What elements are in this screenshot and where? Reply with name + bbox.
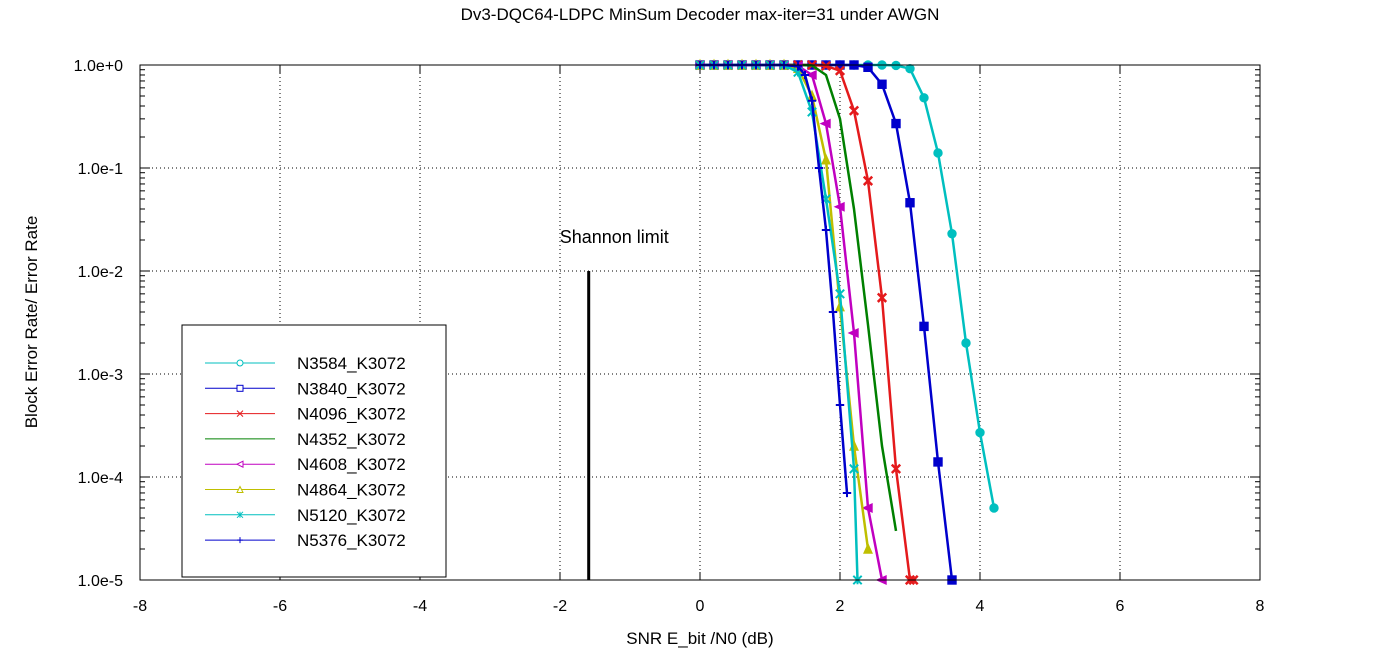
- y-tick-label: 1.0e-1: [78, 161, 123, 178]
- data-point: [863, 62, 873, 72]
- series-line: [700, 63, 996, 509]
- data-point: [861, 503, 873, 513]
- legend-label: N3584_K3072: [297, 354, 406, 373]
- x-tick-label: 4: [976, 598, 985, 615]
- data-point: [849, 463, 859, 474]
- data-point: [876, 292, 888, 303]
- legend-marker: [236, 359, 244, 367]
- x-tick-label: 6: [1116, 598, 1125, 615]
- data-point: [891, 118, 901, 129]
- legend-label: N4608_K3072: [297, 455, 406, 474]
- legend: N3584_K3072 N3840_K3072 N4096_K3072 N4352_K…: [181, 324, 447, 578]
- x-tick-label: -4: [413, 598, 427, 615]
- data-point: [833, 201, 845, 212]
- x-tick-label: 0: [696, 598, 705, 615]
- data-point: [835, 288, 845, 299]
- data-point: [933, 148, 943, 158]
- data-point: [800, 70, 810, 80]
- series-line: [700, 63, 898, 532]
- series-N3840_K3072: [695, 60, 957, 585]
- data-point: [975, 427, 985, 438]
- y-axis-ticks: 1.0e+0 1.0e-1 1.0e-2 1.0e-3 1.0e-4 1.0e-5: [74, 58, 1260, 590]
- data-point: [842, 488, 852, 498]
- legend-entry: N5376_K3072: [205, 531, 406, 550]
- data-point: [814, 163, 824, 173]
- x-tick-label: -2: [553, 598, 567, 615]
- data-point: [847, 328, 859, 338]
- y-tick-label: 1.0e+0: [74, 58, 123, 75]
- legend-label: N4864_K3072: [297, 481, 406, 500]
- x-tick-label: 2: [836, 598, 845, 615]
- x-axis-ticks: -8 -6 -4 -2 0 2 4 6 8: [133, 65, 1265, 615]
- x-tick-label: 8: [1256, 598, 1265, 615]
- legend-entry: N4352_K3072: [205, 430, 406, 449]
- data-point: [905, 198, 915, 208]
- data-point: [989, 503, 999, 513]
- data-point: [890, 463, 902, 474]
- data-point: [819, 118, 831, 129]
- shannon-limit-label: Shannon limit: [560, 227, 669, 247]
- legend-marker: [237, 537, 243, 544]
- legend-label: N3840_K3072: [297, 379, 406, 398]
- legend-entry: N4096_K3072: [205, 405, 406, 424]
- data-point: [805, 70, 817, 80]
- legend-entry: N4864_K3072: [205, 481, 406, 500]
- data-point: [961, 338, 971, 348]
- data-point: [821, 225, 831, 235]
- data-point: [828, 307, 838, 317]
- data-point: [919, 93, 929, 103]
- data-point: [863, 542, 873, 554]
- y-tick-label: 1.0e-3: [78, 367, 123, 384]
- series-N4608_K3072: [693, 60, 887, 585]
- series-N4352_K3072: [700, 63, 898, 532]
- x-tick-label: -8: [133, 598, 147, 615]
- data-point: [807, 96, 817, 105]
- data-point: [862, 175, 874, 186]
- shannon-limit-annotation: Shannon limit: [560, 227, 669, 580]
- data-point: [933, 457, 943, 467]
- legend-entry: N3584_K3072: [205, 354, 406, 373]
- y-axis-label: Block Error Rate/ Error Rate: [22, 216, 41, 429]
- y-tick-label: 1.0e-2: [78, 264, 123, 281]
- series-line: [700, 63, 914, 582]
- legend-label: N5376_K3072: [297, 531, 406, 550]
- data-point: [793, 62, 803, 71]
- legend-entry: N4608_K3072: [205, 455, 406, 474]
- data-point: [834, 65, 846, 76]
- legend-box: [181, 324, 447, 578]
- y-tick-label: 1.0e-5: [78, 573, 123, 590]
- chart-title: Dv3-DQC64-LDPC MinSum Decoder max-iter=3…: [461, 5, 940, 24]
- legend-label: N4096_K3072: [297, 405, 406, 424]
- y-tick-label: 1.0e-4: [78, 470, 123, 487]
- x-axis-label: SNR E_bit /N0 (dB): [626, 629, 773, 648]
- legend-marker: [236, 384, 244, 392]
- legend-marker: [236, 410, 244, 417]
- series-N5120_K3072: [695, 60, 863, 585]
- legend-marker: [236, 511, 244, 519]
- legend-label: N4352_K3072: [297, 430, 406, 449]
- legend-label: N5120_K3072: [297, 506, 406, 525]
- series-N3584_K3072: [695, 60, 999, 513]
- legend-marker: [235, 460, 244, 469]
- data-point: [919, 321, 929, 332]
- series-line: [700, 63, 849, 494]
- legend-entry: N3840_K3072: [205, 379, 406, 398]
- plot-frame: [139, 64, 1261, 581]
- data-point: [848, 105, 860, 116]
- data-point: [835, 400, 845, 410]
- data-point: [905, 64, 915, 74]
- data-point: [877, 79, 887, 89]
- series-layer: [693, 58, 999, 586]
- legend-marker: [236, 485, 244, 493]
- data-point: [820, 60, 832, 71]
- series-line: [700, 63, 954, 581]
- data-point: [947, 229, 957, 239]
- x-tick-label: -6: [273, 598, 287, 615]
- data-point: [821, 153, 831, 165]
- grid-lines: [140, 65, 1260, 580]
- legend-entry: N5120_K3072: [205, 506, 406, 525]
- series-N4096_K3072: [694, 59, 919, 586]
